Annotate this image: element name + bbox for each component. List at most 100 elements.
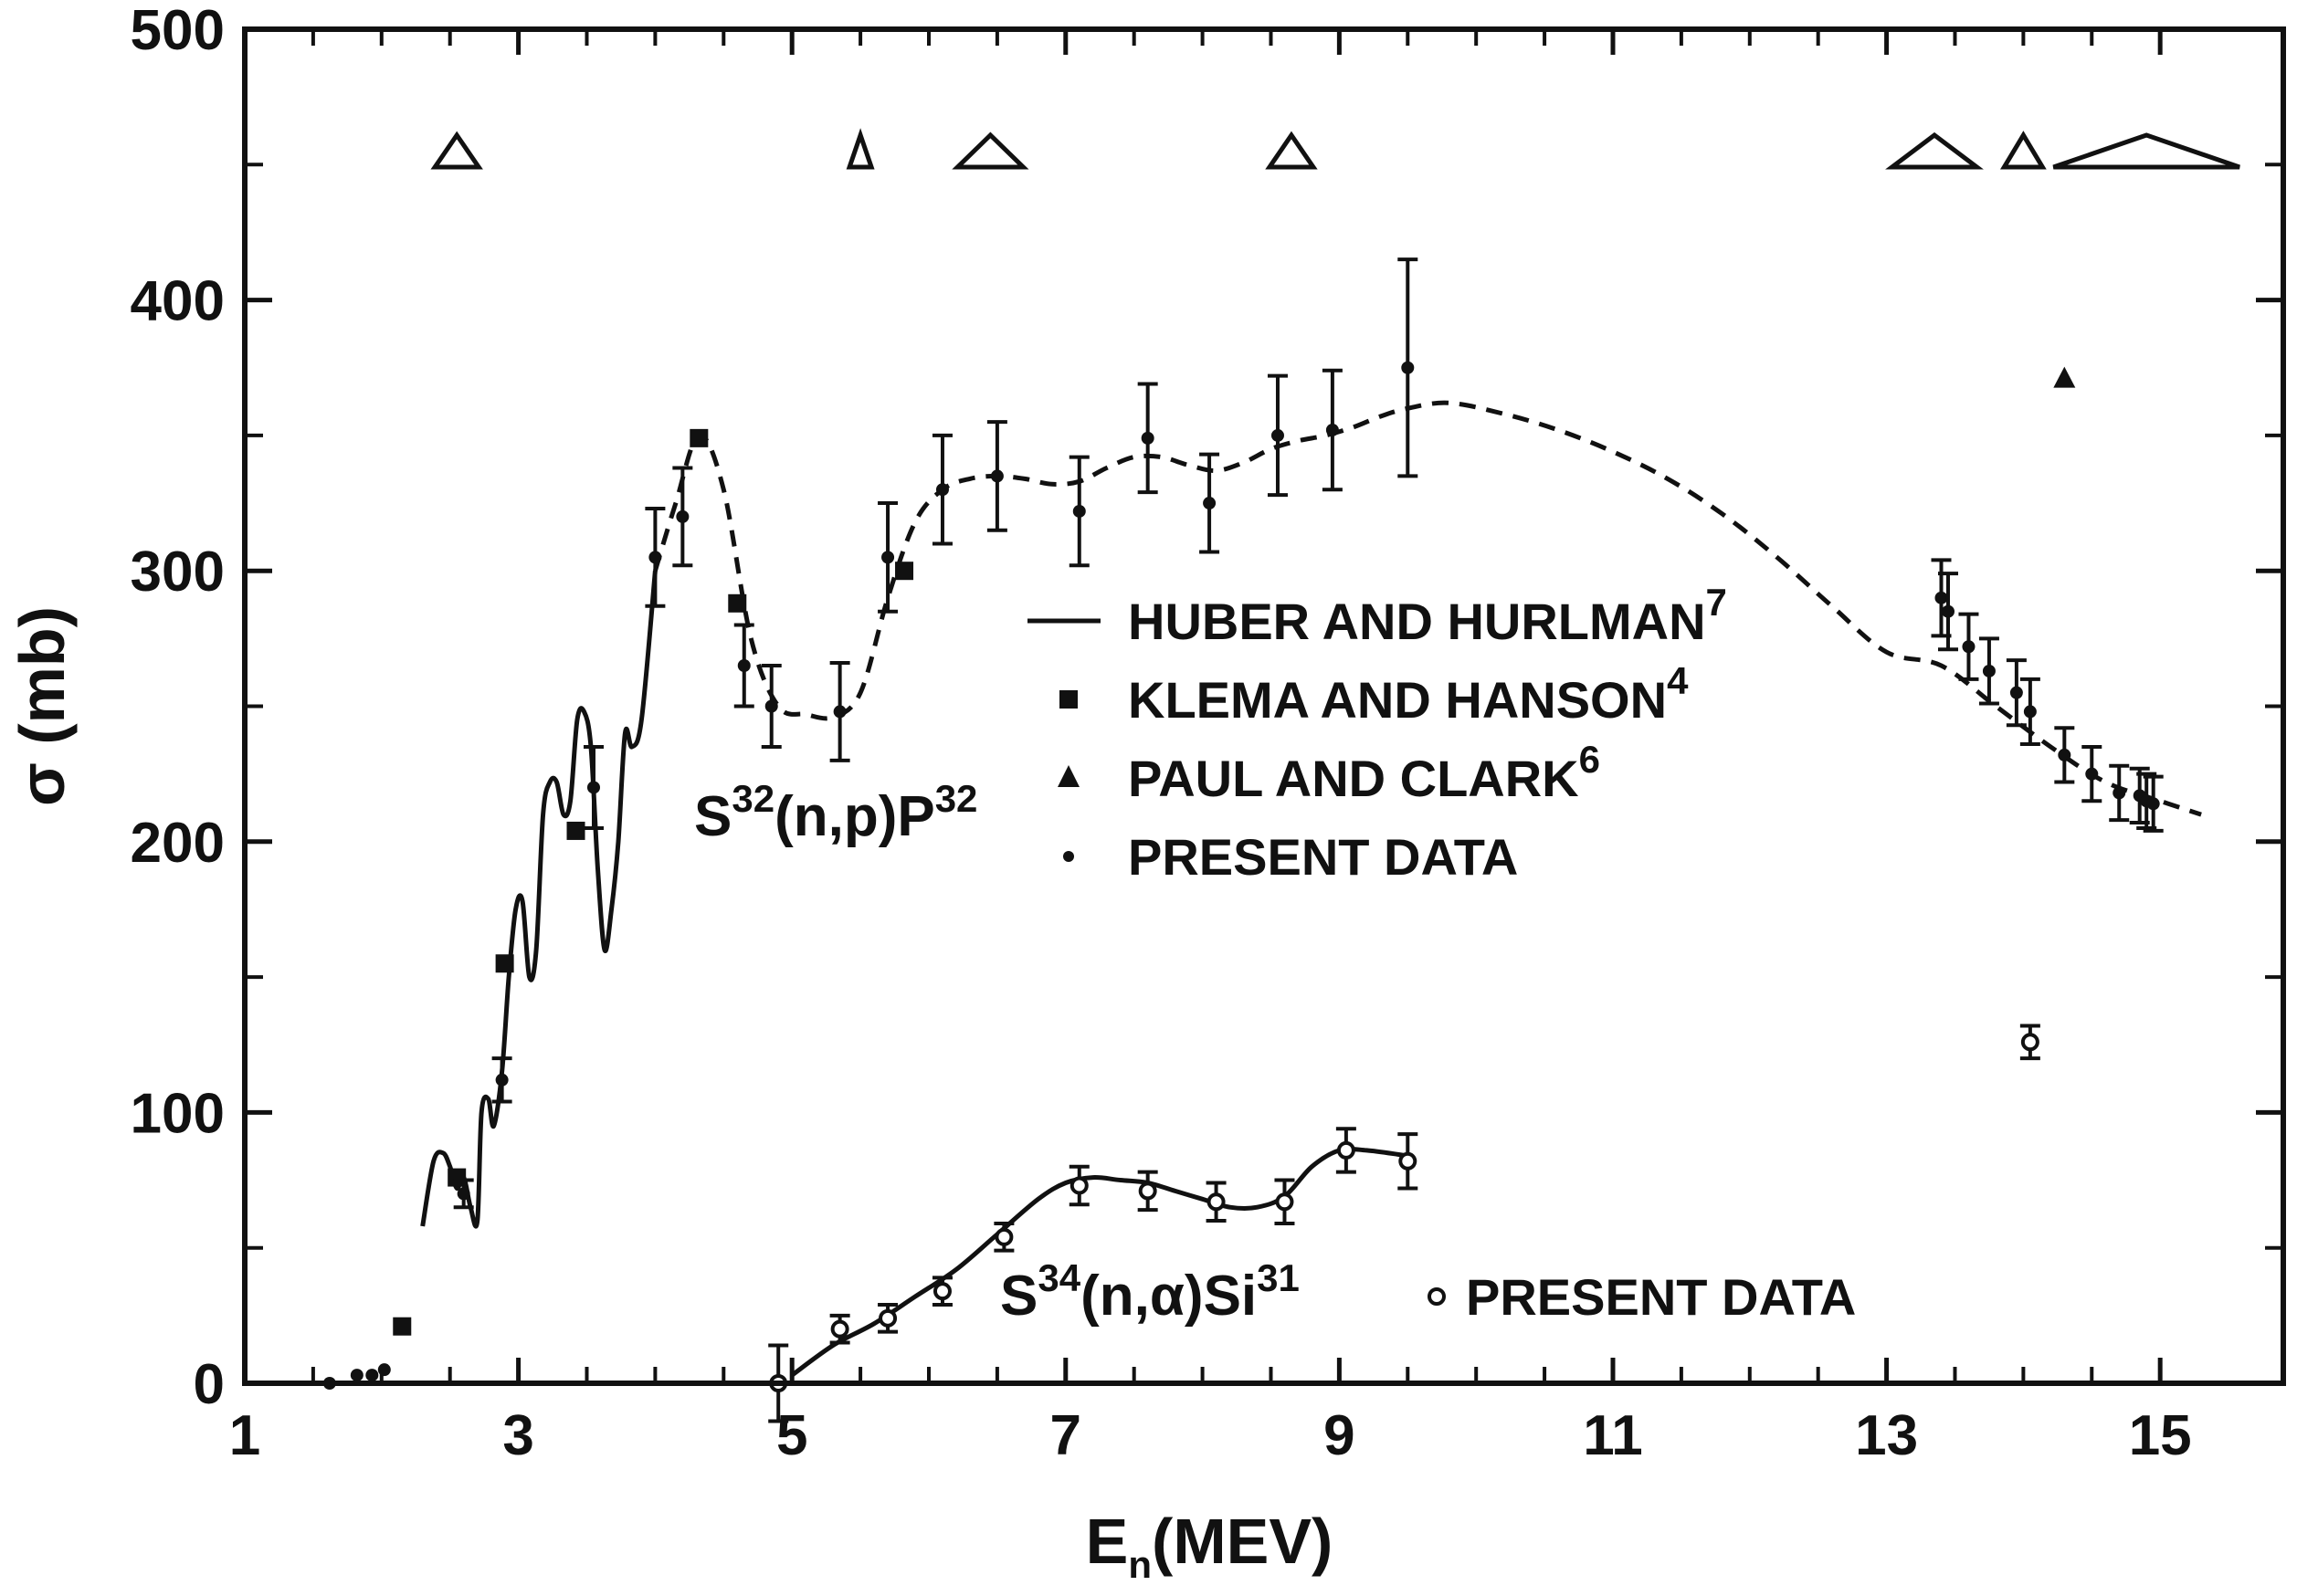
square-point bbox=[690, 428, 709, 447]
dot-point bbox=[1941, 604, 1955, 618]
dot-point bbox=[2085, 767, 2099, 781]
resolution-triangle bbox=[1999, 131, 2047, 170]
square-point bbox=[566, 821, 585, 840]
x-tick-label: 3 bbox=[502, 1404, 533, 1467]
resolution-triangle bbox=[2052, 132, 2240, 170]
dot-point bbox=[1401, 361, 1415, 374]
legend-square-marker bbox=[1059, 690, 1078, 709]
dot-point bbox=[2023, 705, 2037, 719]
y-tick-label: 0 bbox=[194, 1353, 225, 1416]
open-circle-point bbox=[879, 1308, 898, 1328]
dot-point bbox=[833, 705, 847, 719]
x-tick-label: 7 bbox=[1050, 1404, 1081, 1467]
dot-point bbox=[1072, 504, 1086, 518]
y-tick-label: 400 bbox=[131, 270, 225, 333]
open-circle-point bbox=[1336, 1140, 1355, 1160]
dot-point bbox=[881, 551, 895, 564]
open-circle-point bbox=[1206, 1192, 1226, 1212]
resolution-triangle bbox=[952, 131, 1029, 170]
solid-fit-curve bbox=[790, 1146, 1408, 1378]
square-point bbox=[393, 1317, 412, 1336]
square-point bbox=[895, 562, 914, 581]
square-point bbox=[728, 593, 747, 613]
dot-point bbox=[737, 659, 751, 673]
open-circle-point bbox=[932, 1282, 952, 1301]
x-tick-label: 11 bbox=[1583, 1404, 1643, 1467]
dot-point bbox=[365, 1369, 379, 1382]
fitted-curves bbox=[420, 400, 2202, 1378]
x-axis-label-sub: n bbox=[1128, 1543, 1152, 1586]
dot-point bbox=[935, 483, 949, 497]
y-tick-label: 300 bbox=[131, 541, 225, 604]
dot-point bbox=[457, 1187, 470, 1201]
resolution-triangle bbox=[1885, 131, 1984, 170]
dot-point bbox=[648, 551, 662, 564]
x-axis-label-unit: (MEV) bbox=[1152, 1506, 1333, 1577]
x-tick-label: 9 bbox=[1323, 1404, 1354, 1467]
dot-point bbox=[2009, 686, 2023, 699]
plot-frame bbox=[242, 26, 2286, 1386]
dot-point bbox=[1982, 664, 1996, 677]
y-tick-label: 500 bbox=[131, 0, 225, 62]
y-axis-label: σ (mb) bbox=[6, 606, 78, 806]
legend: HUBER AND HURLMAN7 KLEMA AND HANSON4 PAUL … bbox=[1027, 581, 1727, 886]
dot-point bbox=[990, 469, 1004, 483]
open-circle-point bbox=[1398, 1151, 1417, 1171]
resolution-triangles bbox=[430, 128, 2240, 170]
square-point bbox=[448, 1168, 467, 1187]
s34-legend-text: PRESENT DATA bbox=[1466, 1268, 1856, 1326]
x-tick-label: 13 bbox=[1855, 1404, 1918, 1467]
x-axis-label-main: E bbox=[1086, 1506, 1129, 1577]
resolution-triangle bbox=[1265, 131, 1318, 170]
data-points bbox=[322, 257, 2164, 1423]
legend-dot-marker bbox=[1063, 851, 1074, 862]
reaction-label-s32-np: S32(n,p)P32 bbox=[694, 777, 977, 848]
open-circle-point bbox=[2020, 1033, 2039, 1052]
dot-point bbox=[1962, 640, 1976, 654]
open-circle-point bbox=[830, 1319, 849, 1339]
dot-point bbox=[350, 1369, 364, 1382]
legend-label: KLEMA AND HANSON4 bbox=[1128, 659, 1689, 729]
legend-entry: HUBER AND HURLMAN7 bbox=[1027, 581, 1727, 650]
legend-entry: PAUL AND CLARK6 bbox=[1058, 738, 1600, 807]
x-tick-label: 5 bbox=[776, 1404, 807, 1467]
resolution-triangle bbox=[430, 131, 483, 170]
dot-point bbox=[1203, 497, 1217, 510]
reaction-label-s34-na: S34(n,α)Si31 bbox=[1000, 1256, 1300, 1328]
triangle-point bbox=[2053, 366, 2076, 388]
y-tick-label: 200 bbox=[131, 812, 225, 875]
y-tick-label: 100 bbox=[131, 1082, 225, 1145]
x-tick-label: 1 bbox=[229, 1404, 260, 1467]
open-circle-point bbox=[1069, 1176, 1089, 1195]
dashed-fit-curve bbox=[653, 400, 2202, 817]
x-tick-label: 15 bbox=[2129, 1404, 2192, 1467]
legend-label: PAUL AND CLARK6 bbox=[1128, 738, 1600, 807]
dot-point bbox=[1934, 591, 1948, 604]
legend-entry: PRESENT DATA bbox=[1063, 828, 1518, 886]
legend-label: HUBER AND HURLMAN7 bbox=[1128, 581, 1727, 650]
dot-point bbox=[586, 781, 600, 794]
dot-point bbox=[2058, 748, 2071, 761]
resolution-triangle bbox=[846, 128, 875, 170]
legend-triangle-marker bbox=[1058, 765, 1080, 787]
dot-point bbox=[377, 1363, 391, 1377]
open-circle-point bbox=[995, 1227, 1014, 1246]
square-point bbox=[495, 954, 514, 973]
open-circle-point bbox=[1138, 1181, 1157, 1201]
open-circle-point bbox=[1275, 1192, 1294, 1212]
dot-point bbox=[1270, 428, 1284, 442]
dot-point bbox=[495, 1073, 509, 1087]
dot-point bbox=[764, 699, 778, 713]
legend-label: PRESENT DATA bbox=[1128, 828, 1518, 886]
dot-point bbox=[2113, 786, 2126, 800]
x-axis-title: En(MEV) bbox=[1086, 1506, 1333, 1586]
open-circle-marker bbox=[1428, 1287, 1446, 1306]
legend-entry: KLEMA AND HANSON4 bbox=[1059, 659, 1689, 729]
dot-point bbox=[676, 509, 690, 523]
x-axis-label: En(MEV) bbox=[1086, 1506, 1333, 1586]
dot-point bbox=[2146, 797, 2160, 811]
y-axis-title: σ (mb) bbox=[6, 606, 78, 806]
dot-point bbox=[1325, 423, 1339, 436]
